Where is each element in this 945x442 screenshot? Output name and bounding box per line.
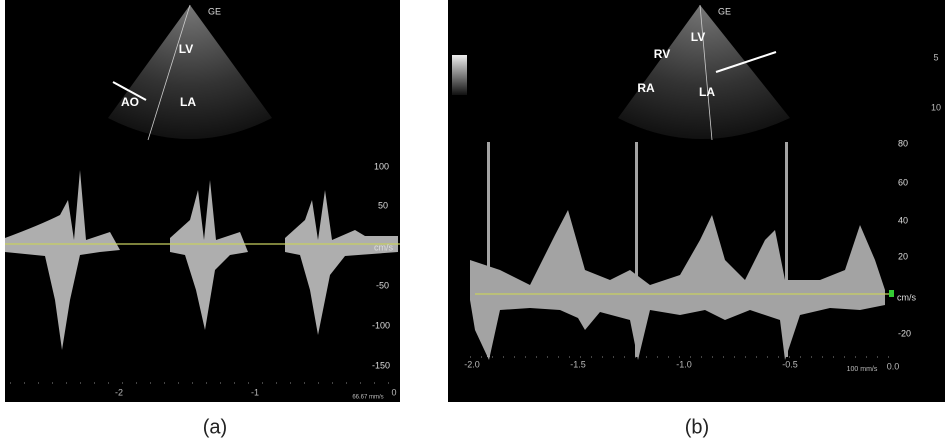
vendor-label: GE <box>208 6 221 16</box>
axis-label: 0 <box>391 387 396 397</box>
caption: (a) <box>203 416 227 438</box>
anatomy-label: RA <box>637 81 655 95</box>
axis-label: -100 <box>372 320 390 330</box>
gray-scale-bar <box>452 55 467 95</box>
axis-label: 60 <box>898 177 908 187</box>
panel-b: GE LV RV RA LA 5 10 80 60 40 20 cm/s -20… <box>448 0 945 402</box>
axis-label: 80 <box>898 138 908 148</box>
axis-label: 50 <box>378 200 388 210</box>
vendor-label: GE <box>718 6 731 16</box>
panel-a: GE LV AO LA 100 50 cm/s -50 -100 -150 -2… <box>5 0 400 402</box>
axis-label: -1.5 <box>570 359 586 369</box>
anatomy-label: LV <box>691 30 705 44</box>
axis-label: -50 <box>376 280 389 290</box>
baseline-marker <box>889 290 894 297</box>
axis-label: -1.0 <box>676 359 692 369</box>
axis-label: -2 <box>115 387 123 397</box>
axis-label: 40 <box>898 215 908 225</box>
anatomy-label: LV <box>179 42 193 56</box>
velocity-axis: 100 50 cm/s -50 -100 -150 <box>372 161 393 370</box>
anatomy-label: LA <box>699 85 715 99</box>
depth-label: 10 <box>931 102 941 112</box>
caption: (b) <box>685 416 709 438</box>
axis-label: -150 <box>372 360 390 370</box>
axis-label: 20 <box>898 251 908 261</box>
cursor-line <box>147 4 191 141</box>
axis-label: -1 <box>251 387 259 397</box>
anatomy-label: AO <box>121 95 139 109</box>
cursor-line <box>699 4 713 141</box>
velocity-axis: 80 60 40 20 cm/s -20 <box>897 138 916 338</box>
anatomy-label: RV <box>654 47 670 61</box>
doppler-trace <box>470 142 885 360</box>
axis-label: -0.5 <box>782 359 798 369</box>
axis-label: -2.0 <box>464 359 480 369</box>
arrow <box>715 51 777 73</box>
arrow <box>112 81 147 101</box>
axis-label: cm/s <box>374 242 393 252</box>
axis-label: 100 <box>374 161 389 171</box>
anatomy-label: LA <box>180 95 196 109</box>
echo-fan <box>618 5 790 139</box>
depth-label: 5 <box>933 52 938 62</box>
echo-fan <box>108 5 272 139</box>
doppler-trace <box>5 170 398 350</box>
axis-label: 0.0 <box>887 361 900 371</box>
sweep-speed: 100 mm/s <box>847 366 878 373</box>
sweep-speed: 66.67 mm/s <box>352 395 383 401</box>
axis-label: cm/s <box>897 292 916 302</box>
axis-label: -20 <box>898 328 911 338</box>
